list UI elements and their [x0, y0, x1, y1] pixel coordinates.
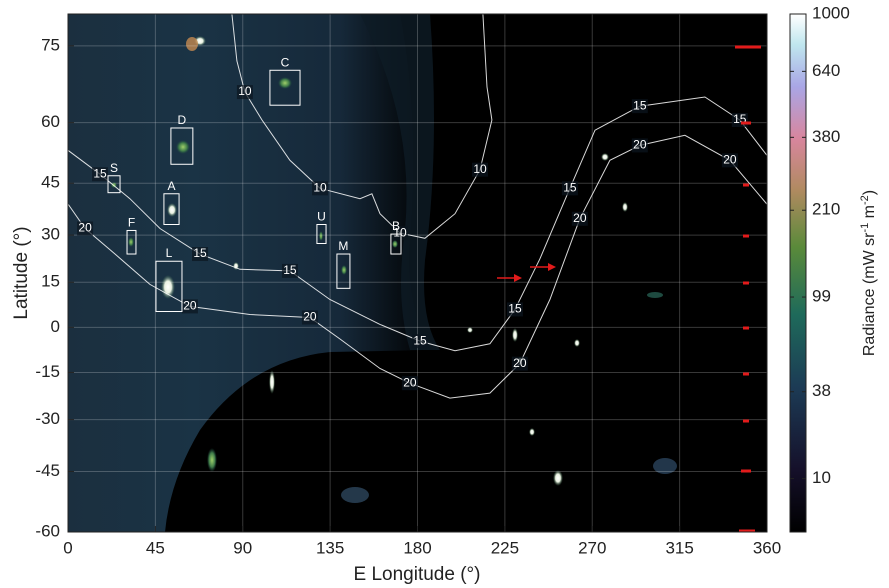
contour-label: 15 [413, 333, 427, 347]
contour-label: 10 [238, 84, 252, 98]
contour-label: 20 [513, 356, 527, 370]
region-label: B [392, 219, 400, 233]
colorbar-tick-label: 1000 [812, 3, 850, 22]
label-superscript: -1 [859, 223, 871, 233]
x-tick-label: 270 [578, 538, 606, 557]
x-tick-label: 0 [63, 538, 72, 557]
x-tick-label: 315 [665, 538, 693, 557]
page: {"chart_data": { "type": "map", "project… [0, 0, 889, 588]
contour-label: 20 [78, 221, 92, 235]
y-tick-label: -15 [35, 362, 60, 381]
region-label: A [167, 179, 175, 193]
colorbar [790, 14, 806, 532]
y-tick-label: 30 [41, 225, 60, 244]
x-tick-label: 180 [403, 538, 431, 557]
y-axis-title: Latitude (°) [11, 226, 32, 319]
contour-label: 20 [183, 299, 197, 313]
region-label: L [166, 246, 173, 260]
label-part: ) [861, 190, 878, 195]
y-tick-label: 60 [41, 112, 60, 131]
region-label: C [281, 55, 290, 69]
y-tick-label: -30 [35, 409, 60, 428]
colorbar-tick-label: 38 [812, 381, 831, 400]
chart: 10 10 10 10 15 15 15 15 15 15 15 15 20 20 20 20 20 20 20 20… [0, 0, 889, 588]
y-tick-label: -60 [35, 521, 60, 540]
colorbar-tick-label: 10 [812, 468, 831, 487]
contour-label: 20 [573, 211, 587, 225]
y-tick-label: -45 [35, 461, 60, 480]
x-tick-label: 360 [753, 538, 781, 557]
contour-label: 15 [508, 302, 522, 316]
y-tick-label: 15 [41, 272, 60, 291]
label-superscript: -2 [859, 195, 871, 205]
region-label: D [178, 113, 187, 127]
contour-label: 15 [193, 246, 207, 260]
label-part: Radiance (mW sr [861, 232, 878, 356]
contour-label: 20 [303, 310, 317, 324]
x-tick-label: 135 [316, 538, 344, 557]
contour-label: 15 [633, 98, 647, 112]
contour-label: 10 [313, 181, 327, 195]
colorbar-label: Radiance (mW sr-1 m-2) [859, 190, 878, 356]
region-label: M [338, 239, 348, 253]
y-tick-label: 45 [41, 173, 60, 192]
y-tick-label: 75 [41, 35, 60, 54]
region-label: F [128, 215, 135, 229]
colorbar-tick-label: 380 [812, 127, 840, 146]
colorbar-tick-label: 640 [812, 61, 840, 80]
label-part: m [861, 205, 878, 223]
x-tick-label: 90 [233, 538, 252, 557]
contour-label: 15 [563, 181, 577, 195]
x-axis-title: E Longitude (°) [354, 564, 481, 585]
contour-label: 20 [633, 138, 647, 152]
y-tick-label: 0 [51, 317, 60, 336]
contour-label: 10 [473, 162, 487, 176]
contour-label: 20 [403, 375, 417, 389]
contour-label: 15 [93, 166, 107, 180]
colorbar-tick-label: 210 [812, 200, 840, 219]
region-label: S [110, 161, 118, 175]
colorbar-tick-label: 99 [812, 287, 831, 306]
x-tick-label: 225 [491, 538, 519, 557]
contour-label: 15 [283, 263, 297, 277]
region-label: U [317, 210, 326, 224]
contour-label: 20 [723, 153, 737, 167]
x-tick-label: 45 [146, 538, 165, 557]
